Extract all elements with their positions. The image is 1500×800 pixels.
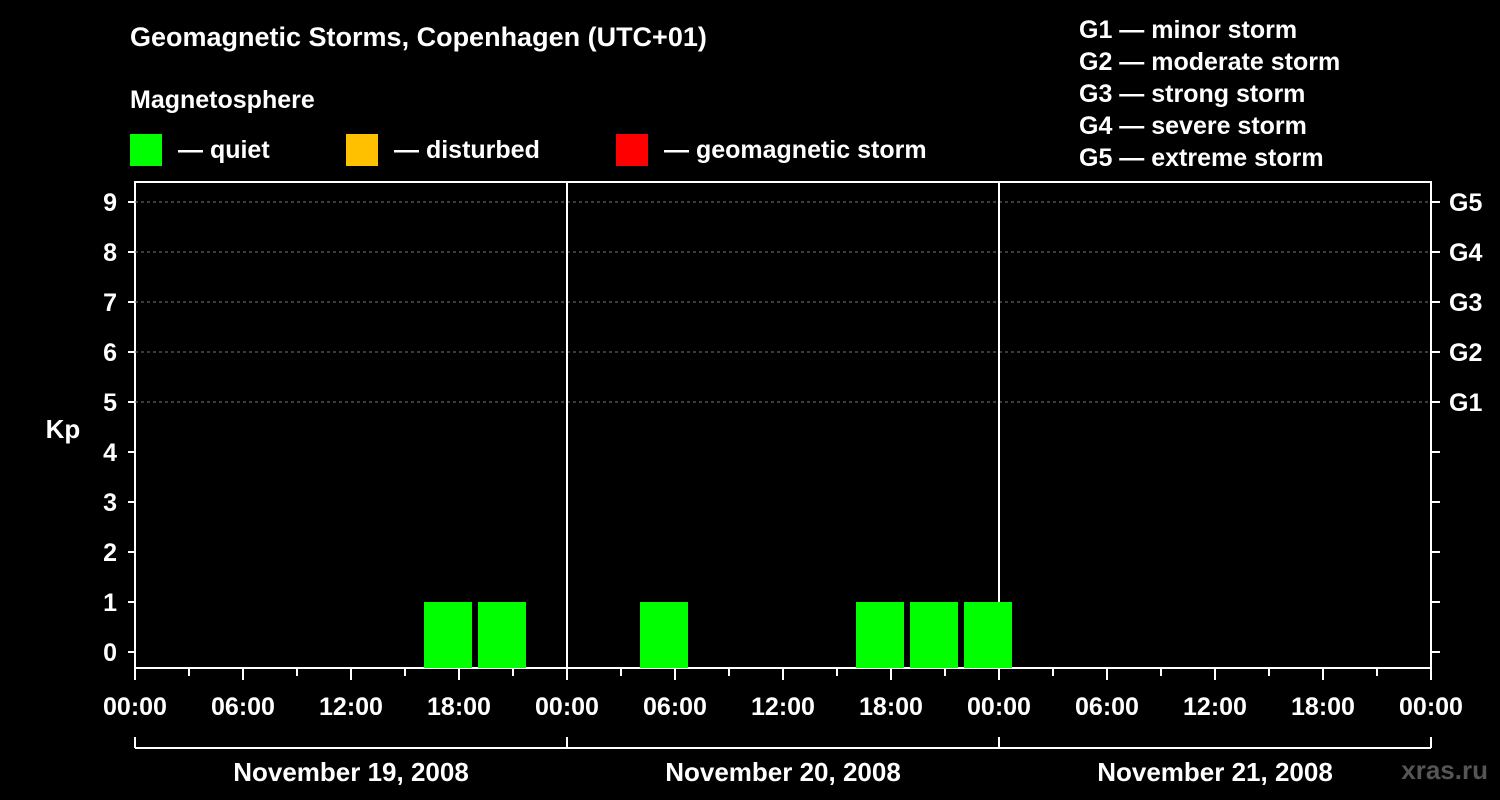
g-level-label: G3	[1449, 289, 1482, 317]
date-label: November 21, 2008	[1097, 757, 1333, 787]
kp-bar	[964, 602, 1012, 668]
kp-bar	[640, 602, 688, 668]
x-tick-label: 00:00	[103, 693, 167, 721]
y-tick-label: 7	[103, 289, 117, 317]
legend-heading: Magnetosphere	[130, 86, 315, 114]
y-tick-label: 0	[103, 639, 117, 667]
g-scale-legend: G1 — minor storm G2 — moderate storm G3 …	[1079, 14, 1340, 174]
x-tick-label: 12:00	[751, 693, 815, 721]
g-scale-item: G2 — moderate storm	[1079, 48, 1341, 76]
y-tick-label: 8	[103, 239, 117, 267]
kp-bar	[478, 602, 526, 668]
g-level-label: G5	[1449, 189, 1482, 217]
x-tick-label: 06:00	[643, 693, 707, 721]
y-tick-label: 5	[103, 389, 117, 417]
legend-item-quiet: — quiet	[130, 134, 270, 166]
g-scale-item: G5 — extreme storm	[1079, 144, 1324, 172]
legend-swatch-storm	[616, 134, 648, 166]
y-tick-label: 1	[103, 589, 117, 617]
y-tick-label: 4	[103, 439, 117, 467]
x-tick-label: 00:00	[1399, 693, 1463, 721]
x-tick-label: 12:00	[319, 693, 383, 721]
g-scale-item: G4 — severe storm	[1079, 112, 1307, 140]
watermark: xras.ru	[1401, 755, 1488, 785]
g-level-label: G1	[1449, 389, 1482, 417]
y-tick-label: 9	[103, 189, 117, 217]
x-tick-label: 18:00	[859, 693, 923, 721]
legend-label-disturbed: — disturbed	[394, 135, 540, 164]
y-tick-label: 2	[103, 539, 117, 567]
x-tick-label: 06:00	[1075, 693, 1139, 721]
g-level-label: G2	[1449, 339, 1482, 367]
g-scale-item: G1 — minor storm	[1079, 16, 1298, 44]
x-tick-label: 00:00	[967, 693, 1031, 721]
kp-bar	[910, 602, 958, 668]
chart-title: Geomagnetic Storms, Copenhagen (UTC+01)	[130, 22, 707, 52]
x-tick-label: 06:00	[211, 693, 275, 721]
legend-item-disturbed: — disturbed	[346, 134, 540, 166]
g-scale-item: G3 — strong storm	[1079, 80, 1306, 108]
y-axis-label: Kp	[46, 414, 81, 444]
y-tick-label: 3	[103, 489, 117, 517]
legend-label-quiet: — quiet	[178, 135, 270, 164]
x-tick-label: 00:00	[535, 693, 599, 721]
g-level-label: G4	[1449, 239, 1482, 267]
kp-bar	[856, 602, 904, 668]
legend-swatch-disturbed	[346, 134, 378, 166]
y-tick-label: 6	[103, 339, 117, 367]
plot-frame	[134, 181, 1432, 669]
kp-bar	[424, 602, 472, 668]
x-tick-label: 18:00	[1291, 693, 1355, 721]
date-label: November 20, 2008	[665, 757, 901, 787]
x-tick-label: 12:00	[1183, 693, 1247, 721]
legend-item-storm: — geomagnetic storm	[616, 134, 927, 166]
date-label: November 19, 2008	[233, 757, 469, 787]
legend-label-storm: — geomagnetic storm	[664, 135, 927, 164]
x-tick-label: 18:00	[427, 693, 491, 721]
legend-swatch-quiet	[130, 134, 162, 166]
